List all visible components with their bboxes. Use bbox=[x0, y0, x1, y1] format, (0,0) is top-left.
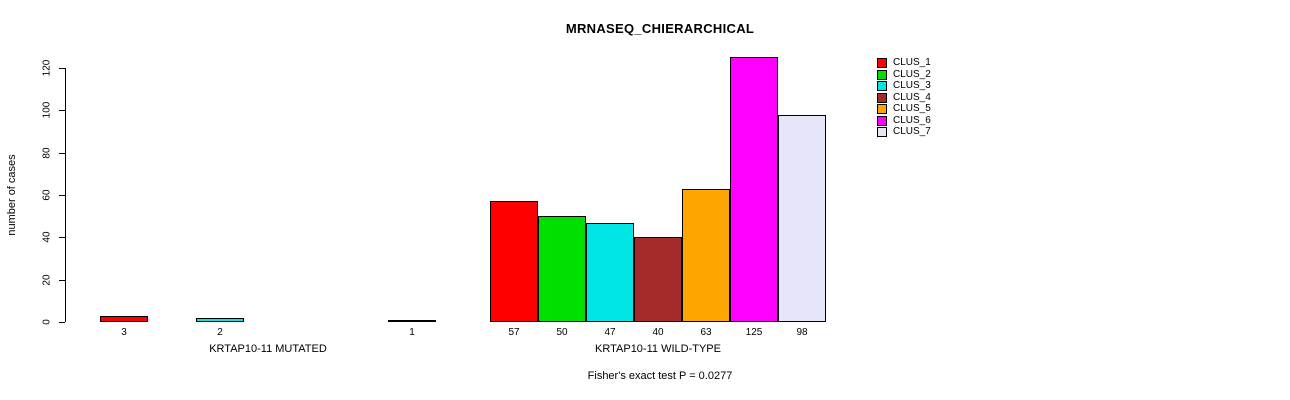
legend-swatch-clus_7 bbox=[877, 127, 887, 137]
legend-label: CLUS_7 bbox=[893, 126, 931, 137]
legend-swatch-clus_3 bbox=[877, 81, 887, 91]
bar bbox=[682, 189, 730, 322]
y-axis-tick-label: 60 bbox=[41, 189, 53, 201]
y-axis-tick bbox=[59, 110, 65, 112]
legend-swatch-clus_4 bbox=[877, 92, 887, 103]
bar-value-label: 40 bbox=[652, 327, 664, 338]
y-axis-tick-label: 120 bbox=[41, 59, 53, 77]
bar bbox=[634, 237, 682, 322]
bar-value-label: 1 bbox=[409, 327, 415, 338]
y-axis-tick-label: 20 bbox=[41, 274, 53, 286]
bar-value-label: 50 bbox=[556, 327, 568, 338]
y-axis-tick bbox=[59, 322, 65, 323]
y-axis-tick-label: 0 bbox=[41, 319, 53, 325]
legend-label: CLUS_5 bbox=[893, 103, 931, 114]
legend-swatch-clus_1 bbox=[877, 58, 887, 68]
bar-value-label: 2 bbox=[217, 327, 223, 338]
legend-label: CLUS_4 bbox=[893, 91, 931, 103]
y-axis-tick-label: 40 bbox=[41, 231, 53, 243]
y-axis-tick bbox=[59, 237, 65, 239]
y-axis-tick bbox=[59, 152, 65, 154]
bar bbox=[490, 201, 538, 322]
bar bbox=[778, 115, 826, 322]
bar-value-label: 63 bbox=[700, 327, 712, 338]
bar bbox=[730, 57, 778, 322]
bar bbox=[586, 223, 634, 322]
y-axis bbox=[65, 68, 66, 322]
legend-swatch-clus_2 bbox=[877, 69, 887, 80]
bar bbox=[100, 316, 148, 322]
bar bbox=[538, 216, 586, 322]
y-axis-tick bbox=[59, 195, 65, 196]
y-axis-tick-label: 100 bbox=[41, 101, 53, 119]
bar-value-label: 47 bbox=[604, 327, 616, 338]
x-group-label: KRTAP10-11 MUTATED bbox=[209, 343, 327, 355]
legend-swatch-clus_6 bbox=[877, 115, 887, 126]
legend-swatch-clus_5 bbox=[877, 104, 887, 114]
y-axis-tick bbox=[59, 68, 65, 69]
bar-value-label: 125 bbox=[745, 327, 763, 338]
chart-title: MRNASEQ_CHIERARCHICAL bbox=[565, 21, 755, 36]
x-group-label: KRTAP10-11 WILD-TYPE bbox=[595, 343, 721, 355]
bar bbox=[196, 318, 244, 322]
legend-label: CLUS_1 bbox=[893, 57, 931, 68]
y-axis-tick-label: 80 bbox=[41, 147, 53, 159]
bar-value-label: 98 bbox=[796, 327, 808, 338]
y-axis-tick bbox=[59, 279, 65, 281]
bar bbox=[388, 320, 436, 322]
bar-value-label: 3 bbox=[121, 327, 127, 338]
legend-label: CLUS_3 bbox=[893, 80, 931, 91]
bar-value-label: 57 bbox=[508, 327, 520, 338]
legend-label: CLUS_6 bbox=[893, 114, 931, 126]
legend-label: CLUS_2 bbox=[893, 68, 931, 80]
chart-subtitle: Fisher's exact test P = 0.0277 bbox=[587, 370, 733, 382]
